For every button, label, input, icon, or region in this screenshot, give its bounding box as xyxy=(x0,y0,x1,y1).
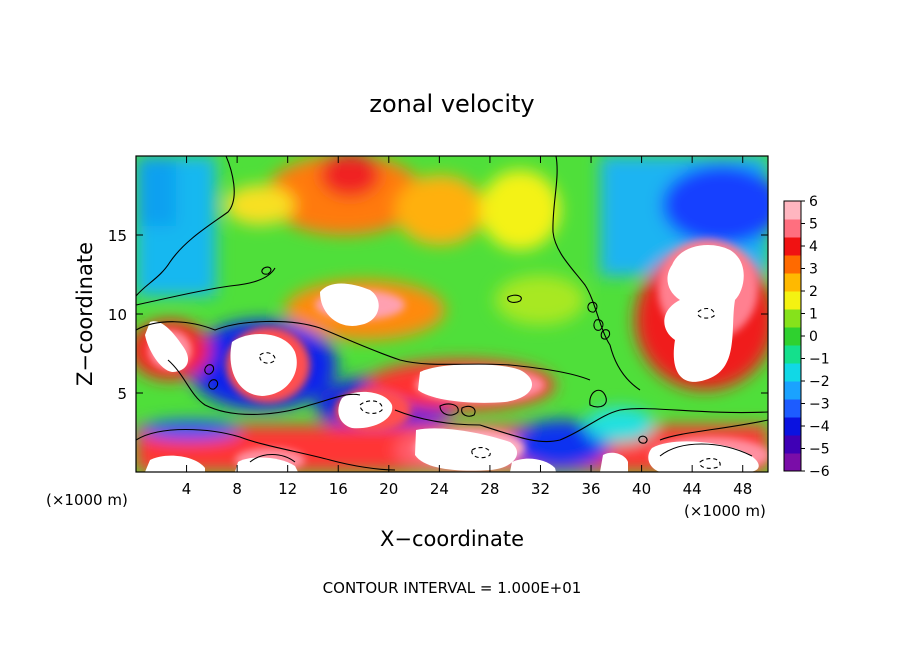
y-axis-ticks: 5 10 15 xyxy=(108,227,768,403)
y-axis-label: Z−coordinate xyxy=(73,242,97,386)
colorbar-label: 2 xyxy=(809,284,818,300)
colorbar-swatch xyxy=(784,273,801,292)
contour-interval-footer: CONTOUR INTERVAL = 1.000E+01 xyxy=(323,579,582,597)
x-tick-label: 48 xyxy=(733,480,752,498)
colorbar-label: −5 xyxy=(809,442,830,458)
colorbar-swatch xyxy=(784,201,801,220)
colorbar-label: 0 xyxy=(809,329,818,345)
x-tick-label: 16 xyxy=(329,480,348,498)
contour-lines xyxy=(136,156,768,471)
colorbar-label: 3 xyxy=(809,262,818,278)
colorbar-label: −1 xyxy=(809,352,830,368)
x-tick-label: 12 xyxy=(278,480,297,498)
colorbar-swatch xyxy=(784,309,801,328)
colorbar-swatch xyxy=(784,435,801,454)
x-axis-label: X−coordinate xyxy=(380,527,524,551)
colorbar-swatch xyxy=(784,417,801,436)
x-unit-right: (×1000 m) xyxy=(684,502,766,520)
colorbar-swatch xyxy=(784,237,801,256)
colorbar-label: −4 xyxy=(809,419,830,435)
x-tick-label: 28 xyxy=(480,480,499,498)
colorbar: 6 5 4 3 2 1 0 −1 −2 −3 −4 −5 −6 xyxy=(783,194,830,480)
y-tick-label: 10 xyxy=(108,306,127,324)
chart-title: zonal velocity xyxy=(369,90,534,118)
y-tick-label: 5 xyxy=(117,385,127,403)
colorbar-label: 1 xyxy=(809,307,818,323)
colorbar-label: −3 xyxy=(809,397,830,413)
x-tick-label: 20 xyxy=(379,480,398,498)
x-axis-ticks: 4 8 12 16 20 24 28 32 36 40 44 48 xyxy=(182,156,752,498)
x-tick-label: 4 xyxy=(182,480,192,498)
heatmap-field xyxy=(136,156,768,472)
colorbar-swatch xyxy=(784,219,801,238)
colorbar-swatch xyxy=(784,327,801,346)
colorbar-swatch xyxy=(784,453,801,472)
colorbar-swatch xyxy=(784,381,801,400)
x-tick-label: 32 xyxy=(531,480,550,498)
x-tick-label: 24 xyxy=(430,480,449,498)
x-tick-label: 40 xyxy=(632,480,651,498)
colorbar-label: −2 xyxy=(809,374,830,390)
colorbar-swatch xyxy=(784,345,801,364)
colorbar-swatch xyxy=(784,255,801,274)
x-tick-label: 8 xyxy=(232,480,242,498)
colorbar-label: 6 xyxy=(809,194,818,210)
colorbar-label: 5 xyxy=(809,217,818,233)
colorbar-label: −6 xyxy=(809,464,830,480)
colorbar-swatch xyxy=(784,363,801,382)
colorbar-label: 4 xyxy=(809,239,818,255)
x-tick-label: 36 xyxy=(581,480,600,498)
x-unit-left: (×1000 m) xyxy=(46,491,128,509)
y-tick-label: 15 xyxy=(108,227,127,245)
colorbar-swatch xyxy=(784,399,801,418)
x-tick-label: 44 xyxy=(683,480,702,498)
colorbar-swatch xyxy=(784,291,801,310)
